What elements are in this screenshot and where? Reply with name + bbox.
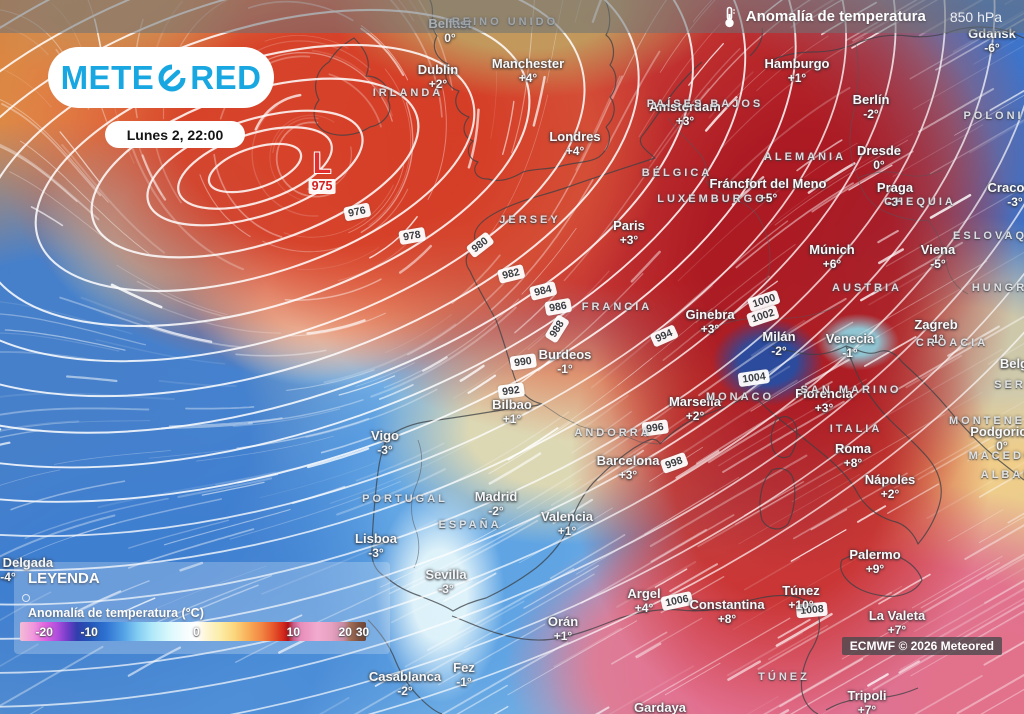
city-label-fez: Fez -1° xyxy=(453,660,475,689)
low-pressure-marker: L 975 xyxy=(308,147,336,195)
low-symbol: L xyxy=(312,147,332,180)
pressure-level: 850 hPa xyxy=(949,8,1002,25)
city-label-marsella: Marsella +2° xyxy=(668,394,722,423)
city-label-praga: Praga -3° xyxy=(876,180,914,209)
city-label-oran: Orán +1° xyxy=(547,614,579,643)
city-label-gardaya: Gardaya xyxy=(633,700,687,714)
city-label-roma: Roma +8° xyxy=(834,441,872,470)
city-label-venecia: Venecia -1° xyxy=(825,331,875,360)
city-label-munich: Múnich +6° xyxy=(809,242,855,271)
country-label-andorra: ANDORRA xyxy=(574,427,652,439)
meteored-o-icon xyxy=(158,63,187,91)
city-label-viena: Viena -5° xyxy=(920,242,956,271)
city-label-zagreb: Zagreb -1° xyxy=(914,317,958,346)
country-label-chequia: CHEQUIA xyxy=(884,196,956,208)
city-label-casablanca: Casablanca -2° xyxy=(368,669,442,698)
logo-text-left: METE xyxy=(60,58,155,96)
legend-tick--10: -10 xyxy=(80,624,98,639)
city-label-berlin: Berlín -2° xyxy=(852,92,890,121)
city-label-bilbao: Bilbao +1° xyxy=(492,397,532,426)
city-label-tripoli: Tripoli +7° xyxy=(847,688,887,714)
legend-tick-30: 30 xyxy=(355,624,370,639)
city-label-paris: Paris +3° xyxy=(613,218,645,247)
city-label-vigo: Vigo -3° xyxy=(371,428,399,457)
country-label-montenegro: MONTENEGRO xyxy=(948,415,1024,427)
city-label-ginebra: Ginebra +3° xyxy=(685,307,735,336)
country-label-espana: ESPAÑA xyxy=(438,519,502,531)
city-label-la-valeta: La Valeta +7° xyxy=(868,608,926,637)
country-label-francia: FRANCIA xyxy=(581,301,653,313)
country-label-austria: AUSTRIA xyxy=(832,282,902,294)
city-label-tunez: Túnez +10° xyxy=(782,583,820,612)
city-label-manchester: Manchester +4° xyxy=(491,56,565,85)
city-label-lisboa: Lisboa -3° xyxy=(355,531,397,560)
city-label-napoles: Nápoles +2° xyxy=(864,472,916,501)
country-label-tunez: TÚNEZ xyxy=(758,671,810,683)
logo-text-right: RED xyxy=(190,58,262,96)
city-label-barcelona: Barcelona +3° xyxy=(596,453,660,482)
country-label-croacia: CROACIA xyxy=(915,337,989,349)
country-label-polonia: POLONIA xyxy=(963,110,1024,122)
city-label-hamburgo: Hamburgo +1° xyxy=(764,56,830,85)
city-label-palermo: Palermo +9° xyxy=(849,547,901,576)
city-label-belgrado: Belgrado xyxy=(999,356,1024,371)
country-label-alemania: ALEMANIA xyxy=(763,151,847,163)
country-label-italia: ITALIA xyxy=(829,423,883,435)
country-label-luxemburgo: LUXEMBURGO xyxy=(657,193,767,205)
top-bar xyxy=(0,0,1024,33)
legend-tick-10: 10 xyxy=(286,624,301,639)
country-label-macedonia: MACEDONIA xyxy=(968,450,1024,462)
low-pressure-value: 975 xyxy=(308,179,336,194)
thermometer-icon xyxy=(725,6,735,27)
legend-tick--20: -20 xyxy=(35,624,53,639)
city-label-burdeos: Burdeos -1° xyxy=(538,347,592,376)
timestamp: Lunes 2, 22:00 xyxy=(126,126,224,143)
legend-tick-20: 20 xyxy=(338,624,352,639)
legend-title[interactable]: LEYENDA xyxy=(28,570,100,587)
country-label-irlanda: IRLANDA xyxy=(372,87,444,99)
meteored-logo[interactable]: METE RED xyxy=(48,47,274,108)
country-label-jersey: JERSEY xyxy=(499,214,561,226)
country-label-eslovaquia: ESLOVAQUIA xyxy=(953,230,1024,242)
city-label-francfort-del-meno: Fráncfort del Meno +5° xyxy=(709,176,827,205)
timestamp-pill[interactable]: Lunes 2, 22:00 xyxy=(105,121,245,148)
city-label-ponta-delgada: Ponta Delgada-4° xyxy=(0,555,54,584)
country-label-hungria: HUNGRÍA xyxy=(971,282,1024,294)
city-label-cracovia: Cracovia-3° xyxy=(987,180,1024,209)
country-label-paises-bajos: PAÍSES BAJOS xyxy=(646,98,764,110)
layer-info[interactable]: Anomalía de temperatura 850 hPa xyxy=(723,0,1002,33)
country-label-monaco: MONACO xyxy=(705,391,775,403)
city-label-podgorica: Podgorica0° xyxy=(970,424,1024,453)
city-label-madrid: Madrid -2° xyxy=(474,489,518,518)
city-label-dublin: Dublin +2° xyxy=(417,62,459,91)
city-label-londres: Londres +4° xyxy=(549,129,601,158)
city-label-argel: Argel +4° xyxy=(627,586,661,615)
legend-toggle-dot[interactable] xyxy=(22,594,30,602)
legend-color-scale xyxy=(20,622,366,641)
country-label-belgica: BÉLGICA xyxy=(641,167,713,179)
country-label-serbia: SERBIA xyxy=(994,379,1024,391)
layer-title: Anomalía de temperatura xyxy=(745,8,926,25)
legend-tick-labels: -20 -10 0 10 20 30 xyxy=(20,622,370,641)
city-label-constantina: Constantina +8° xyxy=(689,597,765,626)
legend-tick-0: 0 xyxy=(193,624,200,639)
country-label-san-marino: SAN MARINO xyxy=(800,384,902,396)
country-label-portugal: PORTUGAL xyxy=(362,493,448,505)
country-label-albania: ALBANIA xyxy=(980,469,1024,481)
city-label-sevilla: Sevilla -3° xyxy=(425,567,467,596)
city-label-valencia: Valencia +1° xyxy=(540,509,594,538)
city-label-amsterdam: Amsterdam +3° xyxy=(649,99,721,128)
attribution-badge: ECMWF © 2026 Meteored xyxy=(841,637,1002,655)
city-label-milan: Milán -2° xyxy=(762,329,796,358)
legend-scale-label: Anomalía de temperatura (°C) xyxy=(28,606,204,620)
legend-panel[interactable]: LEYENDA Anomalía de temperatura (°C) -20… xyxy=(14,562,390,654)
city-label-dresde: Dresde 0° xyxy=(856,143,902,172)
city-label-florencia: Florencia +3° xyxy=(795,386,853,415)
